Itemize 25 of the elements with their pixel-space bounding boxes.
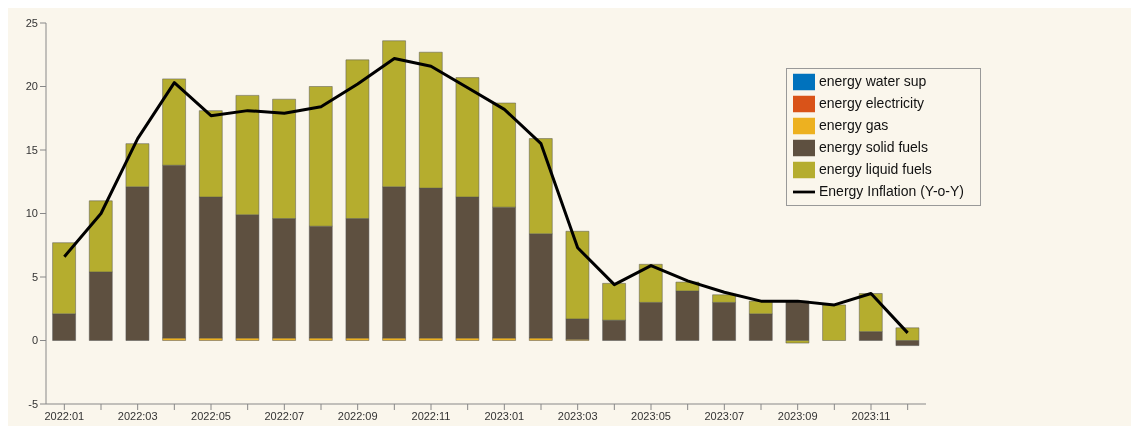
x-tick-label: 2022:03 [117,409,158,422]
legend-label: energy gas [819,117,889,134]
x-tick-label: 2023:05 [631,409,671,422]
x-tick-label: 2022:11 [411,409,451,422]
x-tick-label: 2022:01 [44,409,85,422]
y-tick-label: 25 [25,16,38,29]
x-tick-label: 2023:07 [704,409,745,422]
x-tick-label: 2023:01 [484,409,525,422]
x-tick-label: 2023:11 [851,409,891,422]
legend-label: energy electricity [819,95,925,112]
y-tick-label: 15 [25,143,38,156]
x-tick-label: 2022:09 [337,409,378,422]
y-tick-label: 10 [25,207,38,220]
x-tick-label: 2022:05 [191,409,231,422]
y-tick-label: 20 [25,80,38,93]
y-tick-label: 0 [31,334,38,347]
y-tick-label: 5 [31,270,38,283]
x-tick-label: 2022:07 [264,409,305,422]
legend-label: energy solid fuels [819,139,928,156]
legend-label: energy water sup [819,73,927,90]
x-tick-label: 2023:03 [557,409,598,422]
legend-label: Energy Inflation (Y-o-Y) [819,183,964,200]
y-tick-label: -5 [28,397,38,410]
x-tick-label: 2023:09 [777,409,818,422]
legend-label: energy liquid fuels [819,161,932,178]
